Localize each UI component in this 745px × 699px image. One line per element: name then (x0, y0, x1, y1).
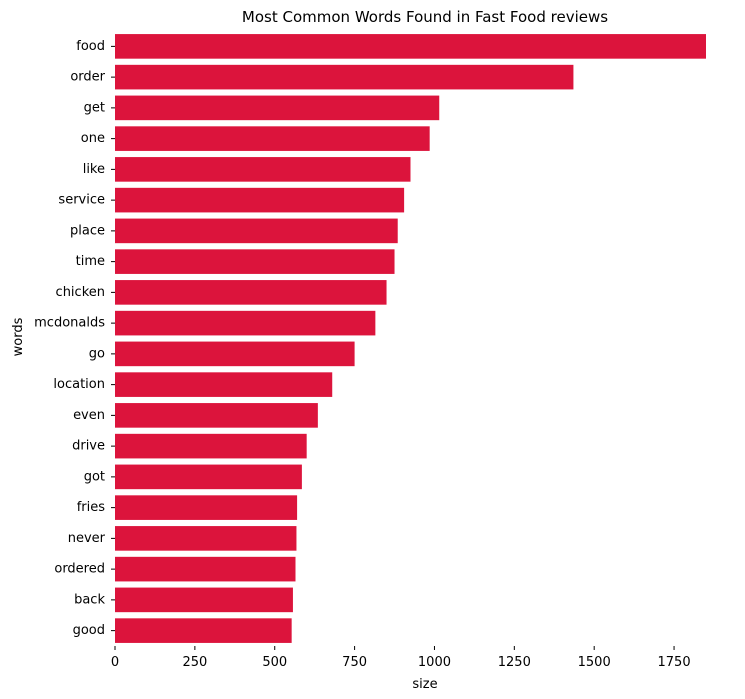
y-tick-label-got: got (84, 469, 105, 484)
bar-one (115, 126, 430, 151)
bar-go (115, 341, 355, 367)
bar-mcdonalds (115, 310, 376, 336)
y-tick-label-go: go (89, 346, 105, 361)
x-tick-label-250: 250 (182, 655, 207, 670)
y-tick-label-drive: drive (72, 439, 105, 454)
y-tick-label-mcdonalds: mcdonalds (34, 316, 105, 331)
bar-back (115, 587, 293, 613)
y-tick-label-ordered: ordered (54, 562, 105, 577)
bar-got (115, 464, 302, 490)
y-tick-label-order: order (70, 70, 105, 85)
y-tick-label-fries: fries (77, 500, 106, 515)
y-tick-label-chicken: chicken (56, 285, 105, 300)
y-axis: food order get one like service place time chick… (34, 39, 115, 638)
y-tick-label-back: back (74, 592, 105, 607)
y-tick-label-even: even (73, 408, 105, 423)
x-tick-label-1750: 1750 (658, 655, 691, 670)
bar-place (115, 218, 398, 244)
y-tick-label-place: place (70, 223, 105, 238)
y-tick-label-like: like (83, 162, 105, 177)
y-tick-label-one: one (81, 131, 105, 146)
y-tick-label-service: service (58, 193, 105, 208)
x-tick-label-1250: 1250 (498, 655, 531, 670)
y-tick-label-get: get (84, 100, 105, 115)
x-tick-label-500: 500 (262, 655, 287, 670)
y-tick-label-location: location (53, 377, 105, 392)
bar-never (115, 526, 297, 551)
x-axis-label: size (412, 677, 437, 692)
bars-layer (115, 34, 706, 643)
y-tick-label-good: good (73, 623, 105, 638)
x-axis: 0 250 500 750 1000 1250 1500 1750 (111, 646, 691, 670)
y-axis-label: words (11, 317, 26, 356)
bar-drive (115, 433, 307, 459)
bar-time (115, 249, 395, 274)
bar-chicken (115, 280, 387, 305)
y-tick-label-never: never (68, 531, 106, 546)
bar-like (115, 157, 411, 182)
x-tick-label-1500: 1500 (578, 655, 611, 670)
bar-location (115, 372, 333, 397)
x-tick-label-1000: 1000 (418, 655, 451, 670)
chart-title: Most Common Words Found in Fast Food rev… (242, 8, 608, 26)
y-tick-label-time: time (76, 254, 105, 269)
bar-order (115, 64, 574, 90)
bar-food (115, 34, 706, 59)
bar-get (115, 95, 440, 121)
bar-even (115, 403, 318, 428)
bar-service (115, 187, 405, 213)
x-tick-label-750: 750 (342, 655, 367, 670)
bar-ordered (115, 556, 296, 582)
bar-good (115, 618, 292, 643)
x-tick-label-0: 0 (111, 655, 119, 670)
y-tick-label-food: food (76, 39, 105, 54)
bar-fries (115, 495, 298, 520)
